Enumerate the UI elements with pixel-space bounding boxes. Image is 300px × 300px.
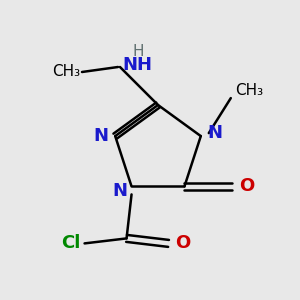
Text: CH₃: CH₃: [52, 64, 80, 80]
Text: N: N: [94, 127, 109, 145]
Text: O: O: [175, 234, 190, 252]
Text: N: N: [207, 124, 222, 142]
Text: H: H: [132, 44, 144, 59]
Text: N: N: [112, 182, 127, 200]
Text: O: O: [239, 177, 254, 195]
Text: NH: NH: [122, 56, 152, 74]
Text: CH₃: CH₃: [235, 82, 263, 98]
Text: Cl: Cl: [61, 234, 80, 252]
